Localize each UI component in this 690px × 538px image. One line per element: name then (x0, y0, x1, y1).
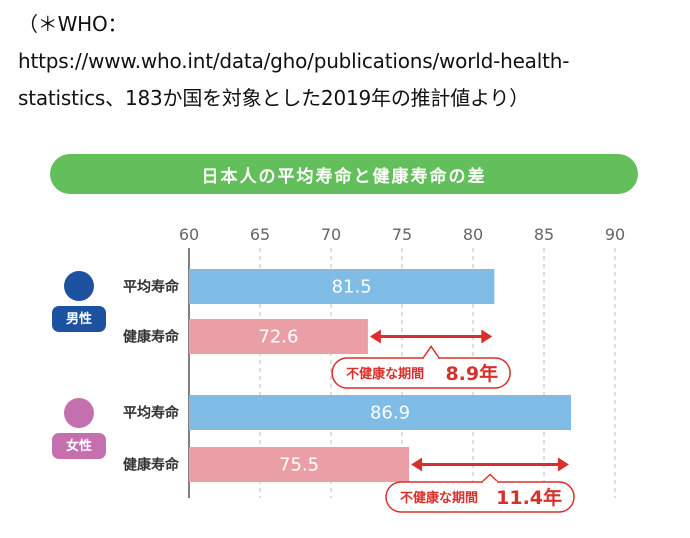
gap-callout (331, 357, 511, 389)
group-label: 男性 (66, 311, 92, 327)
bar-average (189, 269, 495, 304)
callout-pointer-mask (424, 357, 439, 360)
gap-label: 不健康な期間 (346, 366, 424, 382)
gap-arrow-head-left (411, 457, 423, 472)
gap-arrow-head-right (557, 457, 569, 472)
gap-value: 8.9年 (445, 362, 498, 385)
x-tick-label: 90 (605, 225, 625, 244)
x-tick-label: 80 (463, 225, 483, 244)
bar-healthy (189, 319, 368, 354)
person-icon (64, 398, 94, 428)
x-tick-label: 60 (179, 225, 199, 244)
bar-average (189, 395, 571, 430)
group-badge (52, 433, 106, 459)
x-tick-label: 65 (250, 225, 270, 244)
callout-pointer (422, 345, 440, 359)
source-note-line-1: （＊WHO： (18, 12, 128, 36)
gap-arrow-head-right (481, 329, 493, 344)
source-note: （＊WHO： https://www.who.int/data/gho/publ… (18, 6, 678, 117)
row-label: 平均寿命 (123, 279, 180, 296)
x-tick-label: 75 (392, 225, 412, 244)
group-label: 女性 (66, 438, 92, 454)
row-label: 健康寿命 (123, 457, 180, 474)
source-note-line-2: https://www.who.int/data/gho/publication… (18, 49, 570, 73)
gap-label: 不健康な期間 (400, 490, 478, 506)
bar-value-label: 86.9 (370, 403, 410, 424)
bar-healthy (189, 447, 410, 482)
gap-value: 11.4年 (496, 486, 562, 509)
x-tick-label: 70 (321, 225, 341, 244)
chart-title: 日本人の平均寿命と健康寿命の差 (201, 166, 487, 187)
group-badge (52, 306, 106, 332)
bar-value-label: 75.5 (279, 455, 319, 476)
callout-pointer (481, 473, 499, 483)
row-label: 健康寿命 (123, 329, 180, 346)
x-tick-label: 85 (534, 225, 554, 244)
chart-title-banner: 日本人の平均寿命と健康寿命の差 (50, 154, 638, 194)
person-icon (64, 271, 94, 301)
callout-pointer-mask (483, 481, 498, 484)
bar-value-label: 72.6 (258, 327, 298, 348)
gap-callout (385, 481, 575, 513)
source-note-line-3: statistics、183か国を対象とした2019年の推計値より） (18, 86, 530, 110)
row-label: 平均寿命 (123, 405, 180, 422)
gap-arrow-head-left (369, 329, 381, 344)
bar-value-label: 81.5 (332, 277, 372, 298)
